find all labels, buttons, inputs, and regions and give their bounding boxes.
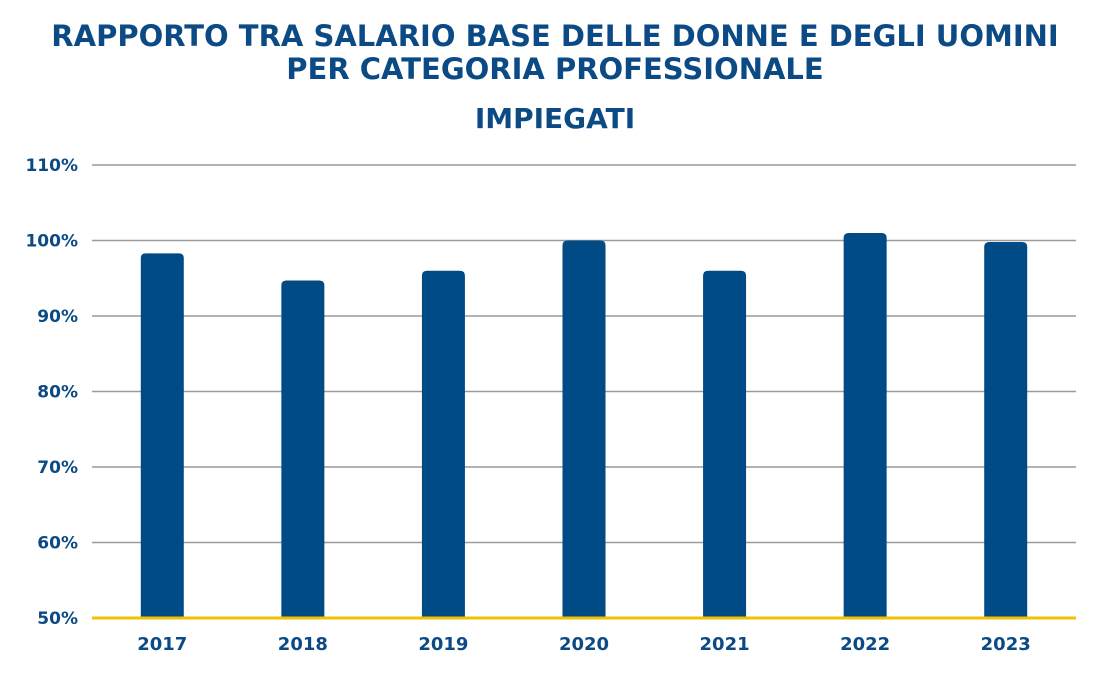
chart-title-line-2: PER CATEGORIA PROFESSIONALE [286, 52, 824, 86]
chart-title: RAPPORTO TRA SALARIO BASE DELLE DONNE E … [0, 20, 1110, 86]
chart-title-line-1: RAPPORTO TRA SALARIO BASE DELLE DONNE E … [51, 19, 1059, 53]
bars [140, 232, 1028, 618]
x-tick-label-2018: 2018 [278, 634, 328, 655]
bar-2023 [984, 242, 1028, 618]
bar-2021 [703, 270, 747, 618]
y-axis-tick-labels: 50% 60% 70% 80% 90% 100% 110% [25, 156, 78, 629]
bar-2017 [140, 253, 184, 618]
x-tick-label-2017: 2017 [137, 634, 187, 655]
y-tick-label: 80% [37, 383, 78, 403]
bar-2020 [562, 240, 606, 618]
x-axis-tick-labels: 2017 2018 2019 2020 2021 2022 2023 [137, 634, 1031, 655]
x-tick-label-2021: 2021 [700, 634, 750, 655]
y-tick-label: 110% [25, 156, 78, 176]
x-tick-label-2020: 2020 [559, 634, 609, 655]
y-tick-label: 70% [37, 458, 78, 478]
bar-2022 [843, 232, 887, 618]
bar-2019 [421, 270, 465, 618]
bar-2018 [281, 280, 325, 618]
x-tick-label-2023: 2023 [981, 634, 1031, 655]
y-tick-label: 100% [25, 232, 78, 252]
x-tick-label-2022: 2022 [840, 634, 890, 655]
y-tick-label: 50% [37, 609, 78, 629]
y-tick-label: 90% [37, 307, 78, 327]
chart-subtitle: IMPIEGATI [474, 102, 636, 135]
x-tick-label-2019: 2019 [418, 634, 468, 655]
y-tick-label: 60% [37, 534, 78, 554]
